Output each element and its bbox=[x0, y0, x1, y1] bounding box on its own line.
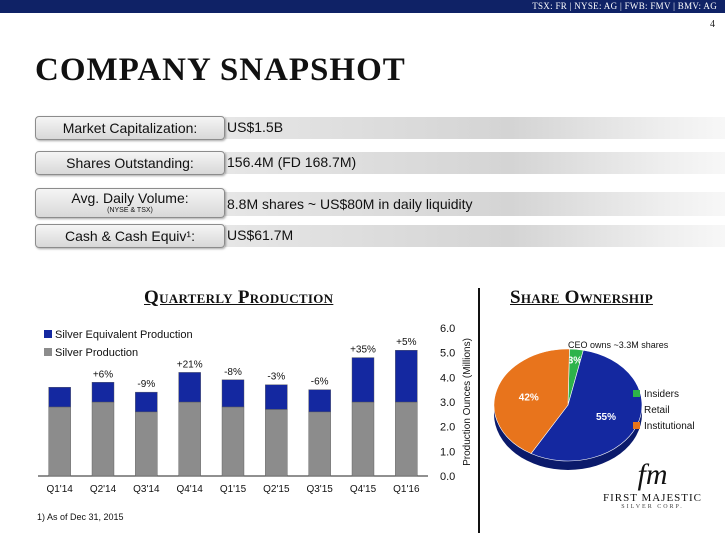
value-track bbox=[225, 192, 725, 216]
snapshot-value: 156.4M (FD 168.7M) bbox=[227, 154, 357, 170]
bar-segment bbox=[135, 411, 158, 477]
snapshot-label-box: Avg. Daily Volume: (NYSE & TSX) bbox=[35, 188, 225, 218]
x-tick-label: Q2'14 bbox=[90, 484, 117, 495]
section-divider bbox=[478, 288, 480, 533]
bar-segment bbox=[265, 409, 288, 477]
pie-annotation: CEO owns ~3.3M shares bbox=[568, 340, 669, 350]
footnote: 1) As of Dec 31, 2015 bbox=[37, 512, 124, 522]
bar-segment bbox=[91, 382, 115, 403]
snapshot-label: Avg. Daily Volume: bbox=[71, 190, 189, 206]
y-tick-label: 3.0 bbox=[440, 397, 455, 409]
legend-label: Retail bbox=[644, 405, 670, 416]
pie-data-label: 42% bbox=[519, 393, 539, 404]
x-tick-label: Q1'16 bbox=[393, 484, 420, 495]
data-label: -9% bbox=[137, 379, 155, 390]
legend-label: Silver Equivalent Production bbox=[55, 329, 193, 341]
data-label: +5% bbox=[396, 337, 416, 348]
bar-segment bbox=[48, 406, 71, 477]
value-track bbox=[225, 225, 725, 247]
data-label: -8% bbox=[224, 367, 242, 378]
bar-segment bbox=[308, 389, 331, 413]
legend-label: Institutional bbox=[644, 421, 695, 432]
value-track bbox=[225, 152, 725, 174]
y-tick-label: 6.0 bbox=[440, 323, 455, 335]
legend-label: Insiders bbox=[644, 389, 679, 400]
section-title-production: Quarterly Production bbox=[144, 287, 334, 308]
legend-swatch bbox=[633, 390, 640, 397]
page-title: COMPANY SNAPSHOT bbox=[35, 52, 406, 88]
page-number: 4 bbox=[710, 19, 715, 30]
pie-data-label: 55% bbox=[596, 412, 616, 423]
snapshot-label: Shares Outstanding: bbox=[35, 151, 225, 175]
pie-data-label: 3% bbox=[568, 355, 583, 366]
legend-label: Silver Production bbox=[55, 347, 138, 359]
top-banner: TSX: FR | NYSE: AG | FWB: FMV | BMV: AG bbox=[0, 0, 725, 13]
bar-segment bbox=[178, 401, 201, 477]
quarterly-production-chart: Silver Equivalent Production Silver Produ… bbox=[38, 323, 473, 495]
section-title-ownership: Share Ownership bbox=[510, 287, 653, 308]
legend-swatch bbox=[633, 422, 640, 429]
pie-slice bbox=[493, 348, 570, 454]
data-label: +6% bbox=[93, 369, 113, 380]
snapshot-label: Market Capitalization: bbox=[35, 116, 225, 140]
x-tick-label: Q4'15 bbox=[350, 484, 377, 495]
x-tick-label: Q3'15 bbox=[306, 484, 333, 495]
value-track bbox=[225, 117, 725, 139]
bar-segment bbox=[351, 357, 375, 403]
x-tick-label: Q3'14 bbox=[133, 484, 160, 495]
y-axis-label: Production Ounces (Millions) bbox=[462, 338, 473, 466]
data-label: +35% bbox=[350, 345, 376, 356]
logo-name: FIRST MAJESTIC bbox=[602, 492, 703, 504]
y-tick-label: 4.0 bbox=[440, 372, 455, 384]
bar-segment bbox=[135, 391, 158, 413]
data-label: -3% bbox=[267, 372, 285, 383]
ticker-symbols: TSX: FR | NYSE: AG | FWB: FMV | BMV: AG bbox=[532, 1, 717, 11]
legend-swatch bbox=[44, 330, 52, 338]
x-tick-label: Q1'15 bbox=[220, 484, 247, 495]
snapshot-sublabel: (NYSE & TSX) bbox=[107, 207, 153, 214]
y-tick-label: 1.0 bbox=[440, 446, 455, 458]
bar-segment bbox=[48, 386, 71, 408]
bar-segment bbox=[351, 401, 375, 477]
x-tick-label: Q2'15 bbox=[263, 484, 290, 495]
snapshot-label: Cash & Cash Equiv¹: bbox=[35, 224, 225, 248]
bar-segment bbox=[265, 384, 288, 410]
y-tick-label: 5.0 bbox=[440, 348, 455, 360]
bar-segment bbox=[221, 406, 245, 477]
share-ownership-chart: CEO owns ~3.3M shares 3% 55% 42% Insiders Ret… bbox=[493, 340, 695, 470]
logo-monogram: fm bbox=[637, 458, 668, 491]
bar-segment bbox=[395, 401, 418, 477]
bar-segment bbox=[221, 379, 245, 408]
data-label: -6% bbox=[311, 377, 329, 388]
y-tick-label: 2.0 bbox=[440, 422, 455, 434]
bar-segment bbox=[91, 401, 115, 477]
logo-subtitle: SILVER CORP. bbox=[621, 504, 684, 510]
snapshot-value: US$1.5B bbox=[227, 119, 284, 135]
bar-segment bbox=[395, 350, 418, 403]
company-logo: fm FIRST MAJESTIC SILVER CORP. bbox=[600, 458, 705, 510]
snapshot-value: 8.8M shares ~ US$80M in daily liquidity bbox=[227, 196, 473, 212]
data-label: +21% bbox=[177, 359, 203, 370]
bar-segment bbox=[308, 411, 331, 477]
x-tick-label: Q1'14 bbox=[46, 484, 73, 495]
legend-swatch bbox=[633, 406, 640, 413]
bar-segment bbox=[178, 372, 201, 403]
x-tick-label: Q4'14 bbox=[176, 484, 203, 495]
legend-swatch bbox=[44, 348, 52, 356]
snapshot-value: US$61.7M bbox=[227, 227, 294, 243]
y-tick-label: 0.0 bbox=[440, 471, 455, 483]
